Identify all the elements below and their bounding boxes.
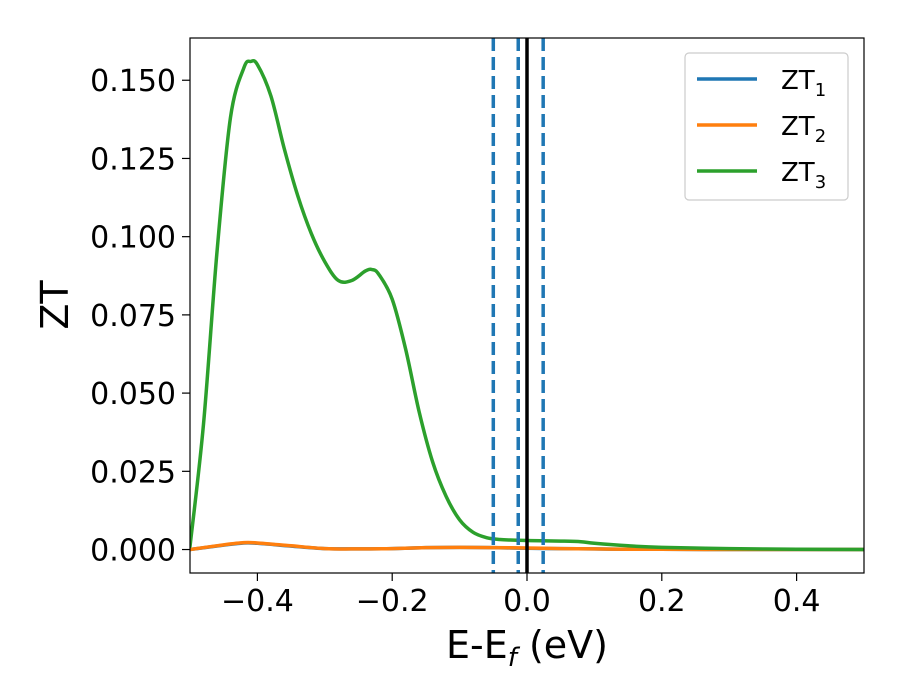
vline-layer [491,38,545,573]
legend-label-zt3: ZT3 [781,158,826,193]
legend-box [684,52,849,201]
x-tick-label: −0.4 [221,584,294,619]
y-tick-label: 0.125 [90,142,176,177]
y-tick-label: 0.150 [90,64,176,99]
x-tick-label: 0.2 [638,584,686,619]
y-tick-label: 0.050 [90,377,176,412]
x-axis-label: E-Ef (eV) [446,623,608,673]
x-tick-label: 0.0 [503,584,551,619]
x-axis-ticks: −0.4 −0.2 0.0 0.2 0.4 [221,573,820,619]
x-tick-label: 0.4 [773,584,821,619]
y-tick-label: 0.025 [90,455,176,490]
y-tick-label: 0.000 [90,534,176,569]
legend-label-zt2: ZT2 [781,112,826,147]
y-axis-ticks: 0.000 0.025 0.050 0.075 0.100 0.125 0.150 [90,64,190,569]
y-tick-label: 0.100 [90,221,176,256]
y-tick-label: 0.075 [90,299,176,334]
legend: ZT1 ZT2 ZT3 [684,52,849,201]
legend-label-zt1: ZT1 [781,66,826,101]
x-tick-label: −0.2 [356,584,429,619]
series-line-zt3 [190,58,864,552]
y-axis-label: ZT [33,280,77,330]
series-layer [190,58,864,552]
